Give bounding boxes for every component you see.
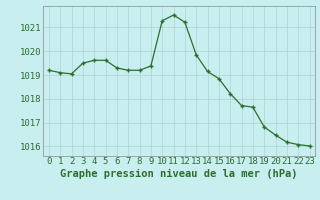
X-axis label: Graphe pression niveau de la mer (hPa): Graphe pression niveau de la mer (hPa) — [60, 169, 298, 179]
